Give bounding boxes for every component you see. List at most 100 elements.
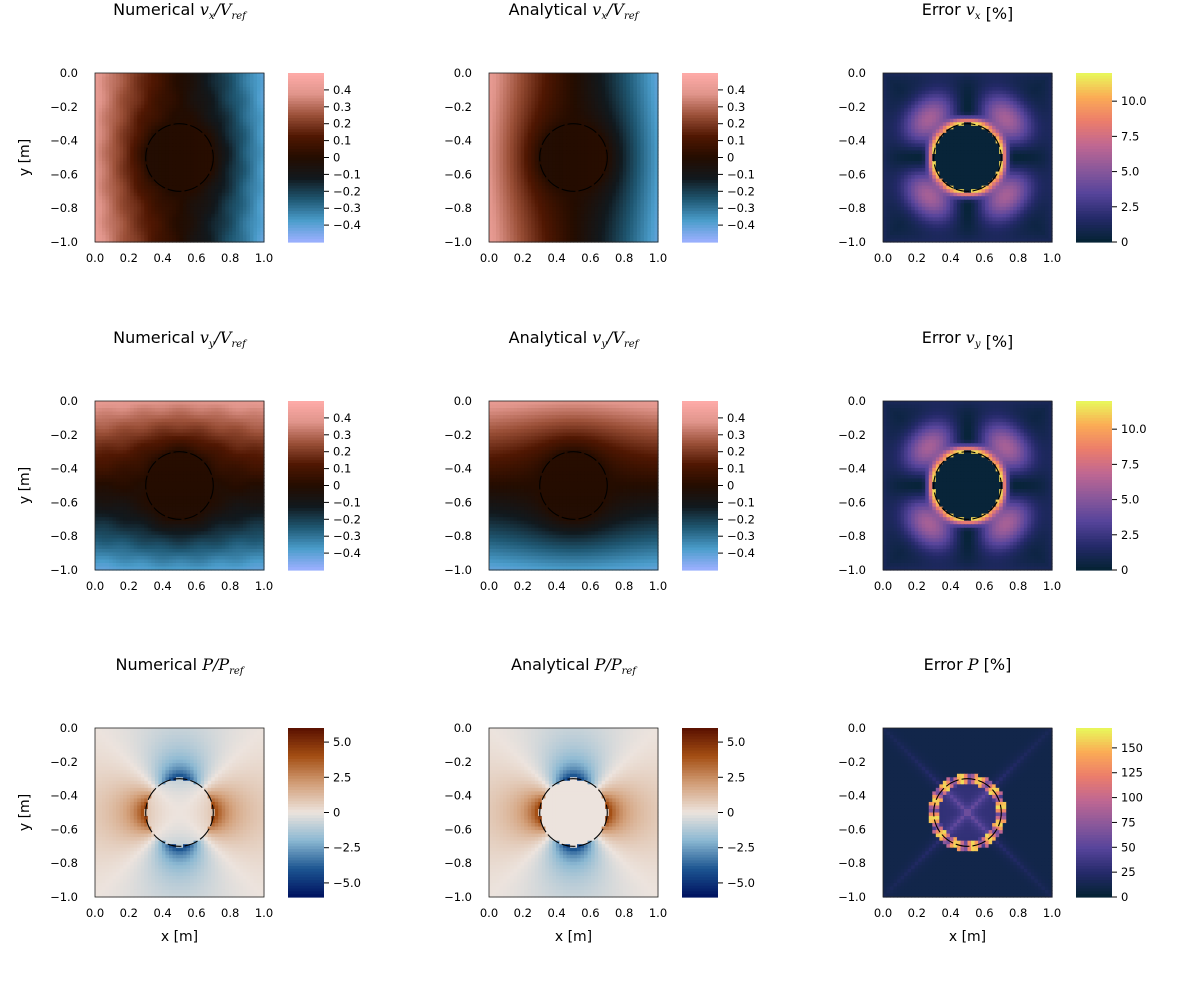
heatmap-cell	[183, 108, 187, 112]
heatmap-cell	[236, 189, 240, 193]
heatmap-cell	[609, 175, 613, 179]
heatmap-cell	[623, 172, 627, 176]
heatmap-cell	[542, 87, 546, 91]
heatmap-cell	[1017, 73, 1021, 77]
heatmap-cell	[137, 77, 141, 81]
heatmap-cell	[144, 179, 148, 183]
heatmap-cell	[598, 108, 602, 112]
heatmap-cell	[151, 105, 155, 109]
heatmap-cell	[616, 101, 620, 105]
heatmap-cell	[190, 214, 194, 218]
heatmap-cell	[651, 231, 655, 235]
heatmap-cell	[510, 105, 514, 109]
heatmap-cell	[106, 115, 110, 119]
heatmap-cell	[584, 210, 588, 214]
y-tick-label: −0.4	[444, 134, 472, 148]
heatmap-cell	[633, 105, 637, 109]
heatmap-cell	[116, 217, 120, 221]
heatmap-cell	[162, 200, 166, 204]
heatmap-cell	[102, 91, 106, 95]
heatmap-cell	[236, 122, 240, 126]
heatmap-cell	[106, 235, 110, 239]
heatmap-cell	[246, 207, 250, 211]
heatmap-cell	[180, 140, 184, 144]
heatmap-cell	[194, 189, 198, 193]
heatmap-cell	[250, 101, 254, 105]
y-tick-label: −0.4	[50, 134, 78, 148]
heatmap-cell	[556, 196, 560, 200]
heatmap-cell	[190, 224, 194, 228]
heatmap-cell	[144, 207, 148, 211]
heatmap-cell	[574, 77, 578, 81]
heatmap-cell	[545, 140, 549, 144]
heatmap-cell	[531, 140, 535, 144]
heatmap-cell	[176, 203, 180, 207]
heatmap-cell	[566, 84, 570, 88]
heatmap-cell	[1034, 77, 1038, 81]
heatmap-cell	[172, 105, 176, 109]
heatmap-cell	[581, 200, 585, 204]
heatmap-cell	[141, 224, 145, 228]
heatmap-cell	[144, 94, 148, 98]
heatmap-cell	[106, 133, 110, 137]
heatmap-cell	[559, 200, 563, 204]
heatmap-cell	[535, 231, 539, 235]
heatmap-cell	[109, 175, 113, 179]
heatmap-cell	[225, 105, 229, 109]
heatmap-cell	[123, 101, 127, 105]
heatmap-cell	[165, 182, 169, 186]
heatmap-cell	[141, 101, 145, 105]
heatmap-cell	[134, 119, 138, 123]
heatmap-cell	[201, 108, 205, 112]
heatmap-cell	[552, 210, 556, 214]
heatmap-cell	[581, 193, 585, 197]
heatmap-cell	[556, 147, 560, 151]
heatmap-cell	[215, 182, 219, 186]
heatmap-cell	[208, 193, 212, 197]
heatmap-cell	[609, 210, 613, 214]
heatmap-cell	[204, 207, 208, 211]
heatmap-cell	[524, 179, 528, 183]
heatmap-cell	[588, 98, 592, 102]
heatmap-cell	[570, 235, 574, 239]
heatmap-cell	[190, 77, 194, 81]
heatmap-cell	[552, 154, 556, 158]
heatmap-cell	[187, 87, 191, 91]
heatmap-cell	[204, 172, 208, 176]
heatmap-cell	[222, 154, 226, 158]
heatmap-cell	[197, 119, 201, 123]
heatmap-cell	[556, 136, 560, 140]
heatmap-cell	[524, 207, 528, 211]
heatmap-cell	[123, 214, 127, 218]
heatmap-cell	[588, 80, 592, 84]
heatmap-cell	[190, 94, 194, 98]
heatmap-cell	[630, 203, 634, 207]
heatmap-cell	[640, 108, 644, 112]
heatmap-cell	[134, 228, 138, 232]
heatmap-cell	[545, 172, 549, 176]
heatmap-cell	[158, 77, 162, 81]
heatmap-cell	[630, 101, 634, 105]
heatmap-cell	[964, 73, 968, 77]
colorbar-tick-label: −0.4	[727, 218, 755, 232]
heatmap-cell	[232, 129, 236, 133]
heatmap-cell	[616, 77, 620, 81]
heatmap-cell	[180, 221, 184, 225]
heatmap-cell	[165, 119, 169, 123]
heatmap-cell	[978, 73, 982, 77]
heatmap-cell	[130, 168, 134, 172]
heatmap-cell	[528, 154, 532, 158]
heatmap-cell	[542, 228, 546, 232]
heatmap-cell	[549, 221, 553, 225]
heatmap-cell	[169, 182, 173, 186]
heatmap-cell	[531, 214, 535, 218]
heatmap-cell	[637, 150, 641, 154]
heatmap-cell	[538, 143, 542, 147]
heatmap-cell	[253, 143, 257, 147]
heatmap-cell	[595, 108, 599, 112]
heatmap-cell	[127, 179, 131, 183]
heatmap-cell	[229, 228, 233, 232]
heatmap-cell	[243, 189, 247, 193]
heatmap-cell	[549, 175, 553, 179]
heatmap-cell	[225, 196, 229, 200]
